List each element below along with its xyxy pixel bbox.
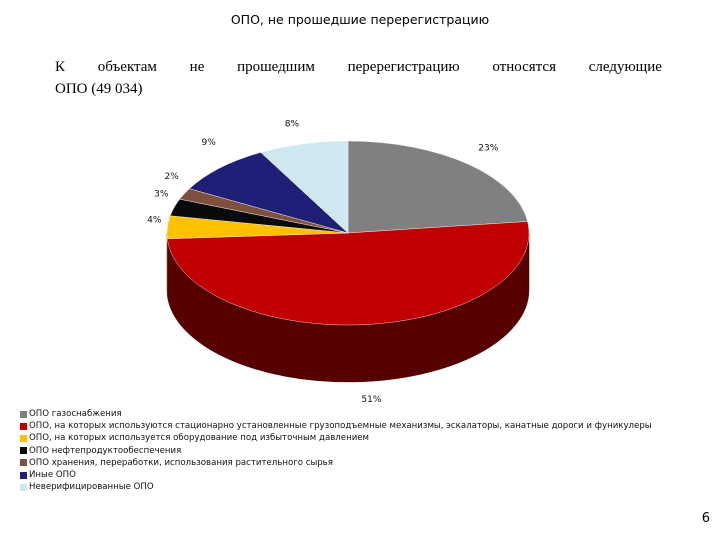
intro-word: К bbox=[55, 59, 66, 75]
pie-tops bbox=[166, 140, 530, 326]
legend-label: Неверифицированные ОПО bbox=[29, 482, 154, 493]
pie-data-label: 9% bbox=[202, 138, 217, 148]
legend-swatch bbox=[20, 422, 27, 430]
intro-word: перерегистрацию bbox=[347, 59, 460, 75]
intro-word: не bbox=[189, 59, 205, 75]
legend-item: ОПО, на которых используются стационарно… bbox=[20, 420, 652, 432]
pie-data-label: 51% bbox=[361, 395, 381, 405]
pie-data-label: 8% bbox=[285, 120, 300, 130]
legend-item: ОПО нефтепродуктообеспечения bbox=[20, 445, 652, 457]
legend-swatch bbox=[20, 483, 27, 491]
chart-title: ОПО, не прошедшие перерегистрацию bbox=[230, 12, 490, 27]
legend-item: ОПО, на которых используется оборудовани… bbox=[20, 432, 652, 444]
pie-data-label: 2% bbox=[165, 172, 180, 182]
pie-slice-опо-газоснабжения bbox=[347, 140, 528, 234]
intro-line-2: ОПО (49 034) bbox=[55, 81, 143, 97]
pie-labels: 23% 51% 4% 3% 2% 9% 8% bbox=[147, 120, 499, 406]
pie-data-label: 23% bbox=[478, 144, 498, 154]
intro-word: относятся bbox=[492, 59, 556, 75]
legend-label: ОПО газоснабжения bbox=[29, 409, 122, 419]
intro-text: К объектам не прошедшим перерегистрацию … bbox=[55, 56, 662, 100]
legend-swatch bbox=[20, 447, 27, 455]
legend-item: ОПО хранения, переработки, использования… bbox=[20, 457, 652, 469]
legend-label: Иные ОПО bbox=[29, 470, 76, 481]
pie-slice-опо-на-которых-используются-стационарно- bbox=[167, 221, 530, 326]
legend-swatch bbox=[20, 435, 27, 442]
pie-slice-неверифицированные-опо bbox=[260, 140, 349, 234]
legend-swatch bbox=[20, 410, 27, 418]
pie-data-label: 4% bbox=[147, 216, 162, 226]
legend-label: ОПО нефтепродуктообеспечения bbox=[29, 445, 182, 456]
legend-swatch bbox=[20, 459, 27, 467]
intro-word: объектам bbox=[97, 59, 157, 75]
page-number: 6 bbox=[701, 511, 710, 526]
pie-slice-иные-опо bbox=[188, 152, 349, 234]
intro-word: прошедшим bbox=[237, 59, 315, 75]
intro-word: следующие bbox=[588, 59, 662, 75]
pie-data-label: 3% bbox=[154, 190, 169, 200]
legend-item: Неверифицированные ОПО bbox=[20, 481, 652, 493]
legend: ОПО газоснабжения ОПО, на которых использ… bbox=[20, 408, 652, 493]
legend-swatch bbox=[20, 471, 27, 479]
legend-item: ОПО газоснабжения bbox=[20, 408, 652, 420]
legend-label: ОПО, на которых используются стационарно… bbox=[29, 421, 652, 432]
intro-line-1: К объектам не прошедшим перерегистрацию … bbox=[55, 56, 662, 78]
legend-item: Иные ОПО bbox=[20, 469, 652, 481]
legend-label: ОПО, на которых используется оборудовани… bbox=[29, 433, 370, 444]
legend-label: ОПО хранения, переработки, использования… bbox=[29, 457, 333, 468]
